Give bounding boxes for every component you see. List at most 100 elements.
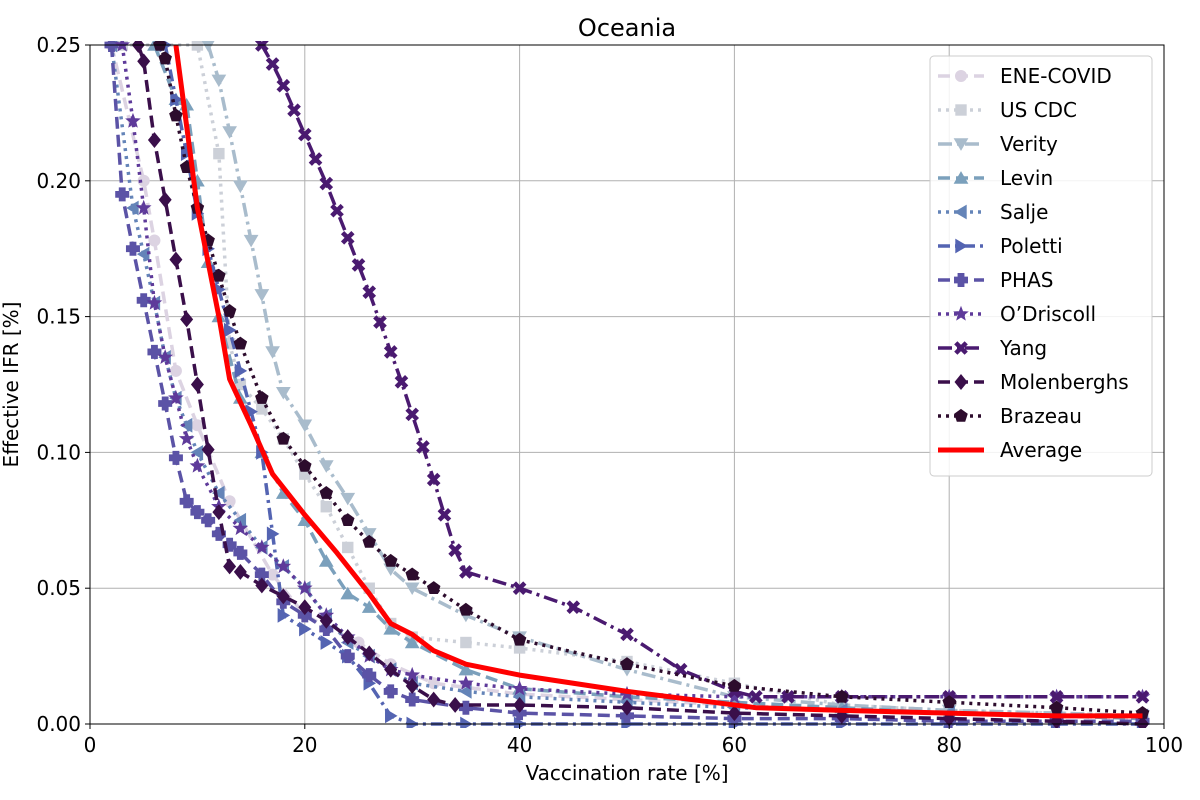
data-point bbox=[222, 126, 237, 139]
data-point bbox=[362, 668, 377, 683]
legend-item: Average bbox=[938, 438, 1082, 462]
data-point bbox=[255, 390, 269, 404]
legend-label: US CDC bbox=[1000, 98, 1077, 122]
data-point bbox=[232, 180, 248, 194]
data-point bbox=[234, 378, 247, 391]
data-point bbox=[114, 41, 131, 52]
data-point bbox=[362, 645, 376, 662]
data-point bbox=[168, 389, 184, 405]
legend-item: O’Driscoll bbox=[938, 302, 1096, 326]
legend-label: Salje bbox=[1000, 200, 1048, 224]
data-point bbox=[153, 41, 167, 51]
data-point bbox=[168, 450, 183, 465]
data-point bbox=[340, 649, 355, 664]
data-point bbox=[212, 485, 225, 501]
data-point bbox=[383, 684, 398, 699]
data-point bbox=[234, 363, 248, 379]
data-point bbox=[243, 234, 259, 248]
data-point bbox=[297, 608, 312, 623]
data-point bbox=[212, 504, 226, 521]
data-point bbox=[361, 528, 377, 541]
data-point bbox=[1049, 700, 1064, 714]
data-point bbox=[169, 251, 183, 268]
data-point bbox=[233, 545, 248, 560]
data-point bbox=[427, 691, 441, 708]
data-point bbox=[190, 505, 205, 520]
legend-marker bbox=[954, 69, 968, 83]
data-point bbox=[125, 112, 141, 128]
data-point bbox=[320, 501, 332, 513]
data-point bbox=[125, 241, 140, 256]
data-point bbox=[727, 705, 741, 722]
y-tick-label: 0.00 bbox=[36, 712, 81, 736]
legend-label: Verity bbox=[1000, 132, 1058, 156]
data-point bbox=[275, 386, 291, 400]
legend-label: Yang bbox=[999, 336, 1047, 360]
data-point bbox=[458, 675, 474, 690]
data-point bbox=[298, 599, 312, 616]
axis-ticks: 0 20 40 60 80 100 0.00 0.05 0.10 0.15 0.20 0.25 bbox=[36, 33, 1183, 757]
data-point bbox=[158, 191, 172, 208]
data-point bbox=[170, 91, 183, 107]
data-point bbox=[416, 440, 430, 454]
data-point bbox=[190, 376, 204, 393]
data-point bbox=[620, 708, 634, 723]
data-point bbox=[137, 53, 151, 70]
data-point bbox=[277, 607, 291, 623]
data-point bbox=[201, 513, 216, 528]
data-point bbox=[383, 622, 399, 635]
series-line bbox=[120, 44, 1143, 699]
data-point bbox=[459, 565, 473, 579]
data-point bbox=[276, 78, 291, 93]
data-point bbox=[404, 635, 420, 649]
chart-title: Oceania bbox=[578, 14, 676, 42]
data-point bbox=[319, 612, 333, 629]
data-point bbox=[308, 152, 323, 166]
data-point bbox=[297, 419, 313, 433]
data-point bbox=[318, 460, 334, 473]
series-line bbox=[206, 44, 1143, 718]
data-point bbox=[620, 699, 634, 716]
y-tick-label: 0.20 bbox=[36, 169, 81, 193]
data-point bbox=[157, 349, 173, 364]
legend: ENE-COVID US CDC Verity Levin Salje Poletti PH… bbox=[929, 55, 1153, 477]
data-point bbox=[620, 627, 634, 642]
legend-marker bbox=[953, 305, 969, 321]
data-point bbox=[319, 621, 334, 636]
x-tick-label: 0 bbox=[84, 733, 97, 757]
data-point bbox=[405, 692, 420, 707]
series-line bbox=[173, 44, 1143, 719]
data-point bbox=[458, 700, 473, 715]
data-point bbox=[189, 457, 206, 473]
data-point bbox=[361, 600, 377, 613]
data-point bbox=[180, 311, 194, 328]
data-point bbox=[319, 486, 334, 499]
legend-label: PHAS bbox=[1000, 268, 1053, 292]
data-point bbox=[137, 174, 150, 187]
data-point bbox=[340, 513, 355, 527]
legend-marker bbox=[953, 171, 969, 184]
y-tick-label: 0.10 bbox=[36, 440, 81, 464]
data-point bbox=[265, 346, 280, 359]
data-point bbox=[233, 336, 248, 350]
legend-item: Levin bbox=[938, 166, 1053, 190]
data-point bbox=[296, 579, 313, 595]
data-point bbox=[104, 41, 119, 52]
data-point bbox=[320, 635, 334, 650]
data-point bbox=[233, 563, 247, 580]
data-point bbox=[513, 697, 527, 713]
data-point bbox=[1135, 690, 1150, 704]
x-tick-label: 60 bbox=[722, 733, 747, 757]
legend-item: Poletti bbox=[938, 234, 1063, 258]
legend-item: Molenberghs bbox=[938, 370, 1129, 394]
legend-marker bbox=[954, 273, 968, 287]
data-point bbox=[178, 430, 195, 446]
data-point bbox=[342, 541, 354, 554]
data-point bbox=[566, 600, 581, 615]
data-point bbox=[148, 234, 161, 247]
data-point bbox=[275, 558, 292, 574]
legend-label: ENE-COVID bbox=[1000, 64, 1112, 88]
data-point bbox=[394, 374, 409, 389]
data-point bbox=[404, 582, 420, 596]
data-point bbox=[179, 494, 194, 509]
